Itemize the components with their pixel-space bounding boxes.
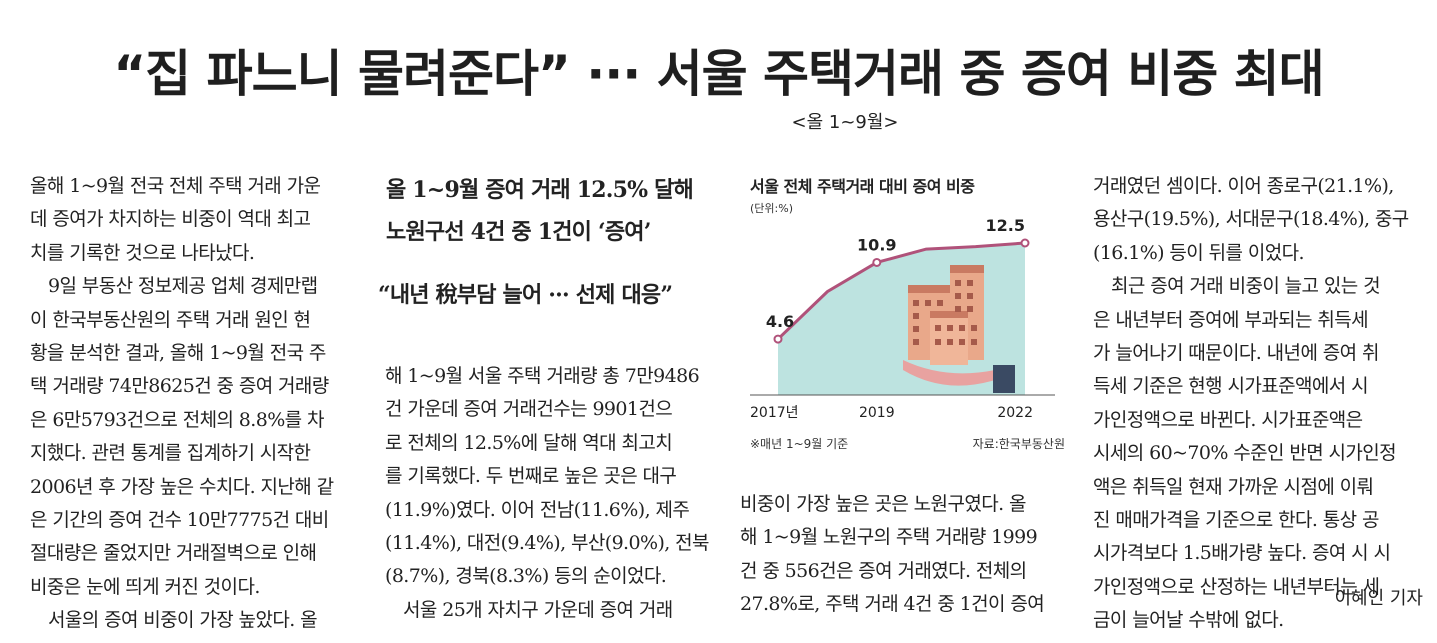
text-line: 황을 분석한 결과, 올해 1~9월 전국 주 [30, 342, 326, 365]
text-line: 용산구(19.5%), 서대문구(18.4%), 중구 [1093, 208, 1409, 231]
text-line: 액은 취득일 현재 가까운 시점에 이뤄 [1093, 475, 1374, 498]
article-column-4: 거래였던 셈이다. 이어 종로구(21.1%), 용산구(19.5%), 서대문… [1093, 170, 1423, 638]
text-line: 9일 부동산 정보제공 업체 경제만랩 [48, 275, 318, 298]
data-label: 12.5 [986, 216, 1025, 235]
subheadline-1: 올 1~9월 증여 거래 12.5% 달해 [386, 177, 694, 203]
text-line: 치를 기록한 것으로 나타났다. [30, 241, 255, 264]
text-line: 지했다. 관련 통계를 집계하기 시작한 [30, 442, 311, 465]
text-line: 2006년 후 가장 높은 수치다. 지난해 같 [30, 475, 334, 498]
text-line: 비중이 가장 높은 곳은 노원구였다. 올 [740, 493, 1026, 515]
text-line: 이 한국부동산원의 주택 거래 원인 현 [30, 308, 311, 331]
chart-title: 서울 전체 주택거래 대비 증여 비중 [750, 177, 975, 196]
data-label: 4.6 [766, 312, 794, 331]
text-line: 시가격보다 1.5배가량 높다. 증여 시 시 [1093, 542, 1391, 565]
chart-svg: 4.6 10.9 12.5 2017년 2019 2022 [750, 216, 1055, 421]
data-point [773, 334, 783, 344]
chart-unit: (단위:%) [750, 202, 793, 215]
text-line: 진 매매가격을 기준으로 한다. 통상 공 [1093, 509, 1379, 532]
tick-label: 2022 [997, 405, 1033, 421]
text-line: 거래였던 셈이다. 이어 종로구(21.1%), [1093, 175, 1394, 197]
text-line: 은 내년부터 증여에 부과되는 취득세 [1093, 308, 1369, 331]
text-line: 비중은 눈에 띄게 커진 것이다. [30, 575, 260, 598]
text-line: 가인정액으로 바뀐다. 시가표준액은 [1093, 408, 1363, 431]
chart-source: 자료:한국부동산원 [972, 437, 1065, 451]
text-line: 건 중 556건은 증여 거래였다. 전체의 [740, 559, 1027, 582]
series-line [776, 241, 1026, 341]
text-line: 금이 늘어날 수밖에 없다. [1093, 609, 1284, 632]
article-column-1: 올해 1~9월 전국 전체 주택 거래 가운 데 증여가 차지하는 비중이 역대… [30, 170, 360, 638]
text-line: 해 1~9월 서울 주택 거래량 총 7만9486 [385, 365, 700, 387]
text-line: 로 전체의 12.5%에 달해 역대 최고치 [385, 431, 673, 454]
tick-label: 2017년 [750, 405, 799, 421]
text-line: 가 늘어나기 때문이다. 내년에 증여 취 [1093, 342, 1379, 365]
article-column-3: 비중이 가장 높은 곳은 노원구였다. 올 해 1~9월 노원구의 주택 거래량… [740, 488, 1070, 622]
text-line: 은 6만5793건으로 전체의 8.8%를 차 [30, 408, 324, 431]
text-line: (11.4%), 대전(9.4%), 부산(9.0%), 전북 [385, 532, 710, 555]
text-line: 시세의 60~70% 수준인 반면 시가인정 [1093, 442, 1397, 465]
subheadline-2: 노원구선 4건 중 1건이 ‘증여’ [386, 219, 651, 245]
text-line: 가인정액으로 산정하는 내년부터는 세 [1093, 575, 1380, 598]
text-line: 서울의 증여 비중이 가장 높았다. 올 [48, 609, 318, 632]
text-line: (11.9%)였다. 이어 전남(11.6%), 제주 [385, 498, 690, 521]
text-line: 데 증여가 차지하는 비중이 역대 최고 [30, 208, 311, 231]
chart: 서울 전체 주택거래 대비 증여 비중 (단위:%) 4.6 10.9 12 [745, 165, 1075, 465]
data-label: 10.9 [857, 235, 896, 254]
text-line: (8.7%), 경북(8.3%) 등의 순이었다. [385, 565, 667, 588]
data-point [872, 257, 882, 267]
text-line: 올해 1~9월 전국 전체 주택 거래 가운 [30, 175, 321, 197]
text-line: 택 거래량 74만8625건 중 증여 거래량 [30, 375, 329, 398]
text-line: 를 기록했다. 두 번째로 높은 곳은 대구 [385, 465, 677, 488]
text-line: 27.8%로, 주택 거래 4건 중 1건이 증여 [740, 593, 1045, 616]
text-line: 해 1~9월 노원구의 주택 거래량 1999 [740, 526, 1038, 549]
byline: 이혜인 기자 [1334, 588, 1423, 609]
text-line: 서울 25개 자치구 가운데 증여 거래 [403, 598, 673, 621]
dateline: <올 1~9월> [791, 112, 899, 133]
text-line: 최근 증여 거래 비중이 늘고 있는 것 [1111, 275, 1381, 298]
text-line: 절대량은 줄었지만 거래절벽으로 인해 [30, 542, 317, 565]
text-line: 은 기간의 증여 건수 10만7775건 대비 [30, 509, 329, 532]
chart-note: ※매년 1~9월 기준 [750, 437, 849, 451]
tick-label: 2019 [859, 405, 895, 421]
apartment-illustration-icon [903, 265, 1015, 393]
data-point [1020, 238, 1030, 248]
text-line: 득세 기준은 현행 시가표준액에서 시 [1093, 375, 1369, 398]
article-column-2: 해 1~9월 서울 주택 거래량 총 7만9486 건 가운데 증여 거래건수는… [385, 360, 715, 627]
headline: “집 파느니 물려준다” ··· 서울 주택거래 중 증여 비중 최대 [113, 45, 1324, 103]
subheadline-3: “내년 稅부담 늘어 ··· 선제 대응” [378, 282, 673, 308]
text-line: (16.1%) 등이 뒤를 이었다. [1093, 241, 1305, 264]
text-line: 건 가운데 증여 거래건수는 9901건으 [385, 398, 673, 421]
